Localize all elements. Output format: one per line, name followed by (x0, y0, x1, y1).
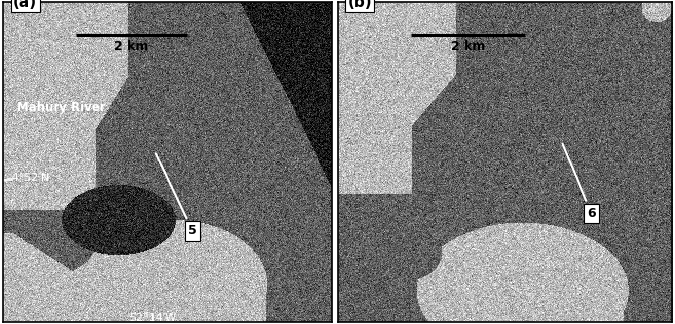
Text: 5: 5 (156, 153, 197, 237)
Text: 52°14′W: 52°14′W (130, 313, 177, 323)
Text: (a): (a) (14, 0, 37, 10)
Text: 2 km: 2 km (114, 40, 148, 53)
Text: 6: 6 (562, 144, 596, 220)
Text: (b): (b) (348, 0, 372, 10)
Text: Mahury River: Mahury River (16, 101, 105, 114)
Text: –4°52′N: –4°52′N (7, 173, 50, 183)
Text: 2 km: 2 km (451, 40, 485, 53)
